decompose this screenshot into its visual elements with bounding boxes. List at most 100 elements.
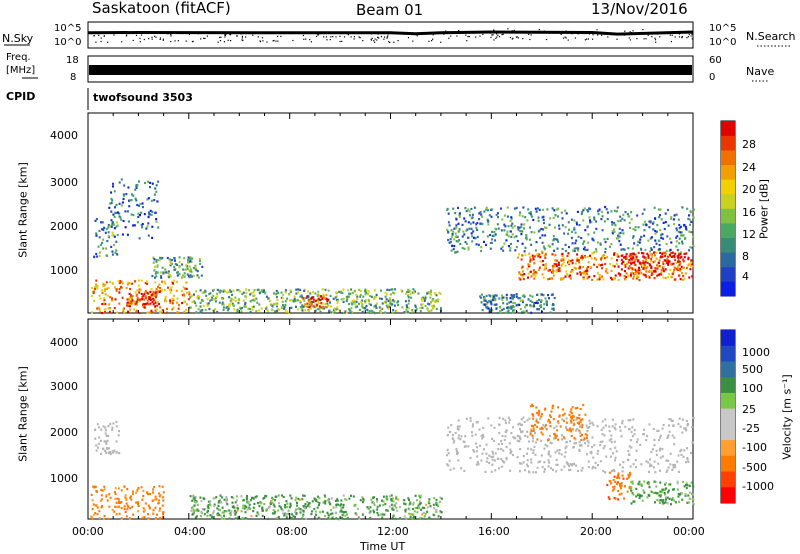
velocity-cell [105,495,108,498]
power-cell [409,293,412,296]
power-cell [552,235,555,238]
power-cell [178,304,180,307]
velocity-cell [108,447,110,450]
velocity-cell [544,407,547,410]
power-cell [575,247,578,250]
power-cell [542,276,545,279]
power-cell [529,299,532,302]
power-cell [659,251,662,254]
noise-search-point [643,38,645,40]
velocity-cell [115,440,118,443]
power-cell [666,261,669,264]
power-cell [551,268,554,271]
velocity-cell [611,489,614,492]
velocity-cell [403,502,406,505]
power-cell [222,306,225,309]
power-cell [228,303,231,306]
velocity-cell [608,425,611,428]
power-cell [452,207,455,210]
velocity-cb-tick: -500 [742,461,767,474]
power-cell [110,225,113,228]
velocity-cell [381,499,383,502]
velocity-cell [335,517,338,520]
velocity-cell [674,466,677,469]
power-cell [616,210,618,213]
power-cell [467,221,470,224]
velocity-cell [655,449,658,452]
velocity-cell [262,497,265,500]
power-cell [643,220,646,223]
velocity-panel-frame [87,318,694,520]
power-cell [249,308,252,311]
power-cell [139,203,142,206]
power-cell [576,210,579,213]
power-cell [634,268,637,271]
power-cell [529,256,531,259]
power-cell [150,199,153,202]
noise-search-point [501,34,503,36]
power-cell [356,305,359,308]
velocity-cell [115,420,118,424]
noise-search-point [577,33,579,35]
power-cell [106,240,109,243]
velocity-cell [564,447,567,450]
power-cell [542,245,545,248]
power-cell [668,260,671,263]
velocity-cell [153,486,156,489]
velocity-cell [426,510,429,513]
velocity-cell [518,462,521,465]
noise-search-point [139,41,141,43]
noise-search-point [624,30,626,32]
velocity-cell [563,419,565,422]
power-cell [95,279,98,282]
power-cell [683,256,686,259]
power-cell [584,229,587,232]
power-cell [558,227,561,230]
power-cell [535,301,538,304]
power-cell [171,297,174,300]
velocity-cell [109,451,112,454]
velocity-cell [237,516,240,519]
power-cell [234,296,237,299]
power-cell [637,269,640,272]
velocity-cell [614,459,616,462]
velocity-cell [267,517,270,521]
power-cell [590,257,593,260]
power-cell [294,300,297,303]
velocity-cell [202,497,205,500]
power-cell [421,303,424,306]
power-cell [515,295,518,298]
velocity-cell [681,492,683,495]
power-cell [218,301,221,304]
power-cell [127,186,130,189]
power-cell [221,297,224,300]
power-cell [201,309,204,312]
power-cell [525,238,528,241]
velocity-cell [257,513,260,516]
power-colorbar-swatch [721,150,735,166]
power-cell [155,190,158,193]
velocity-cell [433,497,436,500]
power-cell [483,240,485,243]
power-cell [397,300,400,303]
power-cell [552,216,555,219]
power-cell [123,311,126,314]
power-cell [411,291,414,294]
power-cell [211,296,214,299]
power-cell [358,308,361,311]
power-cell [159,256,162,259]
power-cell [551,253,554,256]
power-cell [133,224,136,227]
power-cell [601,275,604,278]
velocity-cell [637,482,640,485]
power-cell [535,210,538,213]
power-cell [321,288,324,291]
power-cell [156,291,159,294]
velocity-cell [301,498,304,501]
power-cell [125,304,128,307]
velocity-cell [578,414,581,417]
power-cell [521,230,524,233]
power-cell [679,256,682,259]
velocity-cell [668,424,670,427]
power-cell [589,266,592,269]
